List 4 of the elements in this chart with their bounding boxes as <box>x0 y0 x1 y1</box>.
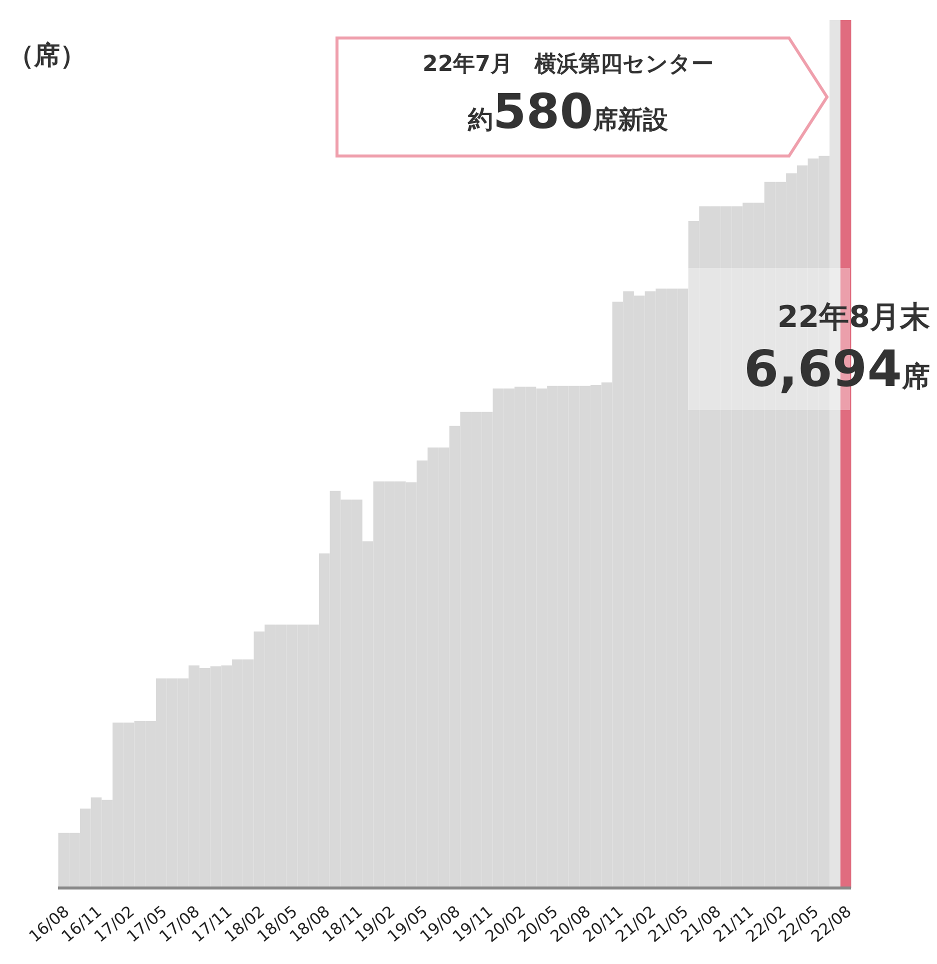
annotation: 22年8月末 <box>776 299 930 337</box>
annotation: 約580席新設 <box>468 84 668 140</box>
annotation: 22年7月 横浜第四センター <box>422 51 714 79</box>
y-axis-title: （席） <box>8 40 86 73</box>
